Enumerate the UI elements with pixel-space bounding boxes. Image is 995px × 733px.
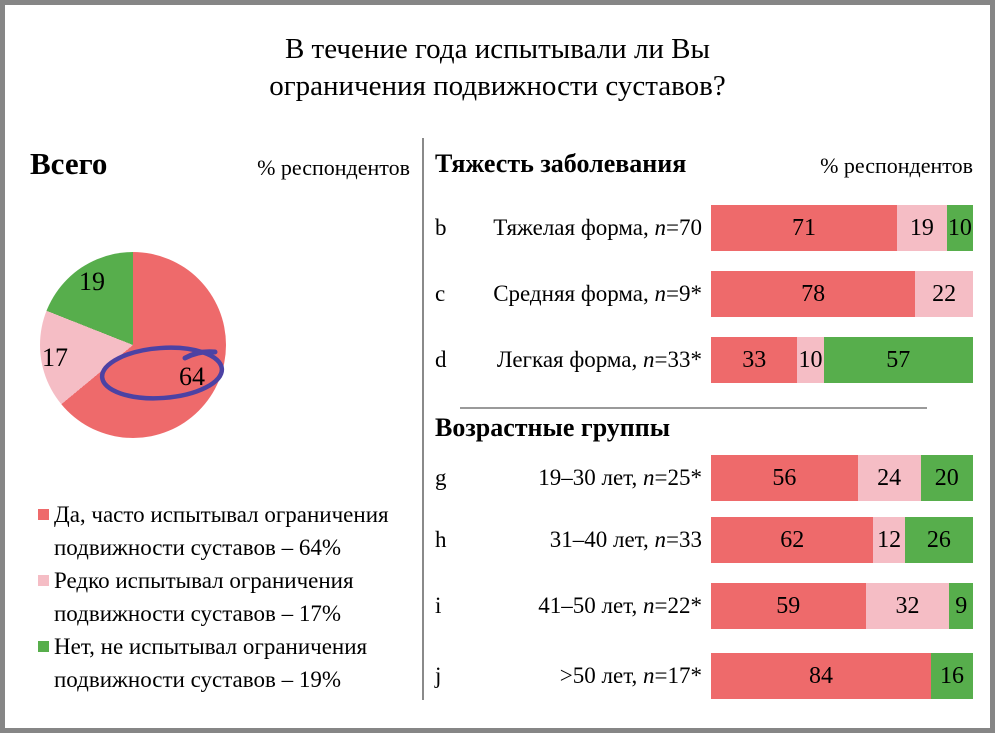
- chart-title-line2: ограничения подвижности суставов?: [269, 70, 726, 102]
- bar-row-g: g 19–30 лет, n=25* 56 24 20: [435, 455, 973, 501]
- legend-text-line: Нет, не испытывал ограничения: [54, 634, 368, 659]
- row-letter: g: [435, 465, 447, 490]
- stacked-bar: 59 32 9: [711, 583, 973, 629]
- pie-chart: 19 17 64: [40, 252, 226, 438]
- bar-segment-green: 26: [904, 517, 973, 563]
- legend-text-line: подвижности суставов – 19%: [54, 667, 341, 692]
- legend-item-pink: Редко испытывал ограничения подвижности с…: [38, 564, 428, 630]
- vertical-divider: [422, 138, 424, 700]
- bar-segment-red: 33: [711, 337, 798, 383]
- stacked-bar: 84 16: [711, 653, 973, 699]
- bar-segment-pink: 10: [797, 337, 824, 383]
- bar-segment-pink: 12: [873, 517, 905, 563]
- row-letter: c: [435, 281, 446, 306]
- row-letter: j: [435, 663, 442, 688]
- legend-text-line: подвижности суставов – 64%: [54, 535, 341, 560]
- row-label: Легкая форма, n=33*: [496, 347, 702, 372]
- bar-segment-green: 20: [920, 455, 973, 501]
- bar-row-h: h 31–40 лет, n=33 62 12 26: [435, 517, 973, 563]
- stacked-bar: 62 12 26: [711, 517, 973, 563]
- stacked-bar: 56 24 20: [711, 455, 973, 501]
- row-letter: h: [435, 527, 447, 552]
- bar-segment-pink: 22: [915, 271, 973, 317]
- bar-segment-green: 9: [949, 583, 973, 629]
- legend-text-line: Редко испытывал ограничения: [54, 568, 354, 593]
- row-label: 31–40 лет, n=33: [549, 527, 702, 552]
- legend-marker-green: [38, 641, 49, 652]
- pie-value-pink: 17: [42, 343, 68, 372]
- legend-item-green: Нет, не испытывал ограничения подвижности…: [38, 630, 428, 696]
- bar-segment-pink: 19: [897, 205, 947, 251]
- horizontal-divider: [460, 407, 927, 409]
- row-label: Тяжелая форма, n=70: [493, 215, 702, 240]
- bar-row-j: j >50 лет, n=17* 84 16: [435, 653, 973, 699]
- row-label: >50 лет, n=17*: [559, 663, 702, 688]
- bar-segment-red: 84: [711, 653, 932, 699]
- legend: Да, часто испытывал ограничения подвижнос…: [38, 498, 428, 696]
- severity-section-header: Тяжесть заболевания: [435, 149, 687, 178]
- bar-row-d: d Легкая форма, n=33* 33 10 57: [435, 337, 973, 383]
- left-unit-label: % респондентов: [257, 155, 410, 180]
- legend-marker-pink: [38, 575, 49, 586]
- legend-marker-red: [38, 509, 49, 520]
- bar-segment-pink: 32: [865, 583, 950, 629]
- row-label: Средняя форма, n=9*: [493, 281, 702, 306]
- bar-segment-red: 56: [711, 455, 858, 501]
- stacked-bar: 78 22: [711, 271, 973, 317]
- chart-title-line1: В течение года испытывали ли Вы: [284, 33, 711, 65]
- bar-segment-green: 10: [946, 205, 973, 251]
- pie-value-green: 19: [79, 267, 105, 296]
- stacked-bar: 71 19 10: [711, 205, 973, 251]
- bar-segment-green: 57: [823, 337, 973, 383]
- bar-segment-green: 16: [931, 653, 973, 699]
- row-letter: d: [435, 347, 447, 372]
- bar-segment-pink: 24: [857, 455, 921, 501]
- bar-segment-red: 62: [711, 517, 874, 563]
- legend-text-line: Да, часто испытывал ограничения: [54, 502, 389, 527]
- row-letter: b: [435, 215, 447, 240]
- stacked-bar: 33 10 57: [711, 337, 973, 383]
- bar-row-c: c Средняя форма, n=9* 78 22: [435, 271, 973, 317]
- bar-row-i: i 41–50 лет, n=22* 59 32 9: [435, 583, 973, 629]
- hand-drawn-ellipse-annotation: [99, 345, 225, 401]
- right-unit-label: % респондентов: [820, 153, 973, 178]
- bar-segment-red: 71: [711, 205, 898, 251]
- bar-row-b: b Тяжелая форма, n=70 71 19 10: [435, 205, 973, 251]
- chart-title: В течение года испытывали ли Вы ограниче…: [5, 31, 990, 105]
- row-label: 19–30 лет, n=25*: [538, 465, 702, 490]
- legend-text-line: подвижности суставов – 17%: [54, 601, 341, 626]
- bar-segment-red: 78: [711, 271, 916, 317]
- left-section-header: Всего: [30, 146, 108, 181]
- age-section-header: Возрастные группы: [435, 413, 671, 442]
- row-letter: i: [435, 593, 442, 618]
- pie-value-red: 64: [179, 362, 205, 391]
- row-label: 41–50 лет, n=22*: [538, 593, 702, 618]
- legend-item-red: Да, часто испытывал ограничения подвижнос…: [38, 498, 428, 564]
- bar-segment-red: 59: [711, 583, 866, 629]
